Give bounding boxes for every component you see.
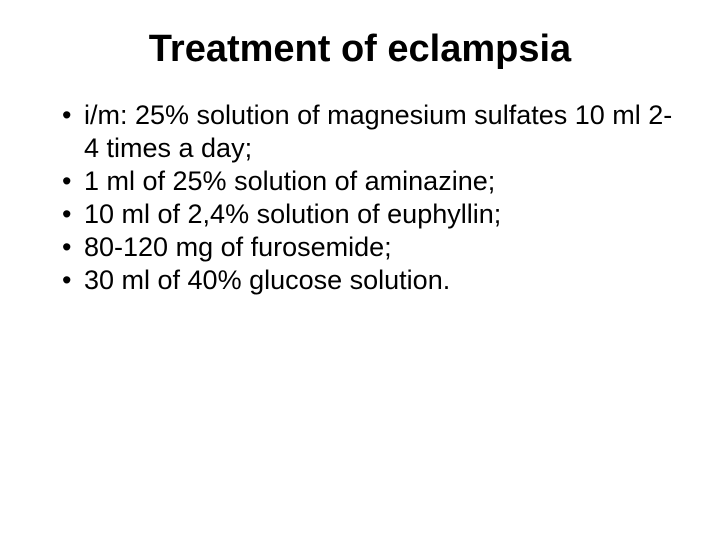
list-item: 10 ml of 2,4% solution of euphyllin;	[62, 198, 680, 231]
list-item: 1 ml of 25% solution of aminazine;	[62, 165, 680, 198]
list-item: 30 ml of 40% glucose solution.	[62, 264, 680, 297]
slide-title: Treatment of eclampsia	[40, 28, 680, 71]
slide: Treatment of eclampsia i/m: 25% solution…	[0, 0, 720, 540]
list-item: i/m: 25% solution of magnesium sulfates …	[62, 99, 680, 165]
bullet-list: i/m: 25% solution of magnesium sulfates …	[40, 99, 680, 297]
list-item: 80-120 mg of furosemide;	[62, 231, 680, 264]
